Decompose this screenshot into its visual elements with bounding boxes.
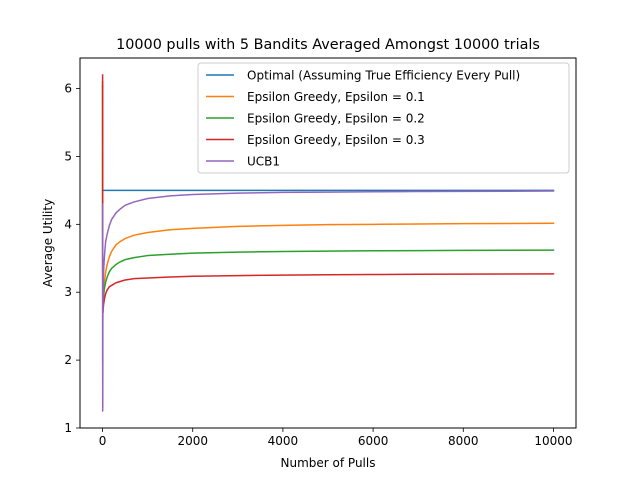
- x-axis-label: Number of Pulls: [281, 456, 376, 470]
- y-tick-label: 2: [64, 353, 72, 367]
- legend: Optimal (Assuming True Efficiency Every …: [197, 62, 570, 174]
- legend-label-1: Epsilon Greedy, Epsilon = 0.1: [247, 90, 425, 104]
- y-tick-label: 6: [64, 82, 72, 96]
- x-tick-label: 2000: [177, 434, 208, 448]
- series-line-4: [101, 190, 555, 412]
- y-tick-label: 5: [64, 149, 72, 163]
- legend-label-0: Optimal (Assuming True Efficiency Every …: [247, 69, 520, 83]
- y-axis-label: Average Utility: [41, 199, 55, 287]
- y-tick-label: 4: [64, 217, 72, 231]
- legend-label-2: Epsilon Greedy, Epsilon = 0.2: [247, 112, 425, 126]
- chart-title: 10000 pulls with 5 Bandits Averaged Amon…: [116, 37, 540, 53]
- legend-box: [197, 62, 570, 174]
- legend-label-4: UCB1: [247, 155, 280, 169]
- y-tick-label: 3: [64, 285, 72, 299]
- x-tick-label: 6000: [358, 434, 389, 448]
- x-tick-label: 8000: [448, 434, 479, 448]
- y-axis: 1 2 3 4 5 6: [64, 82, 80, 435]
- y-tick-label: 1: [64, 421, 72, 435]
- plot-frame: [79, 57, 577, 429]
- x-axis: 0 2000 4000 6000 8000 10000: [99, 428, 573, 448]
- legend-label-3: Epsilon Greedy, Epsilon = 0.3: [247, 133, 425, 147]
- x-tick-label: 0: [99, 434, 107, 448]
- x-tick-label: 4000: [268, 434, 299, 448]
- x-tick-label: 10000: [534, 434, 572, 448]
- series-layer: [101, 74, 555, 412]
